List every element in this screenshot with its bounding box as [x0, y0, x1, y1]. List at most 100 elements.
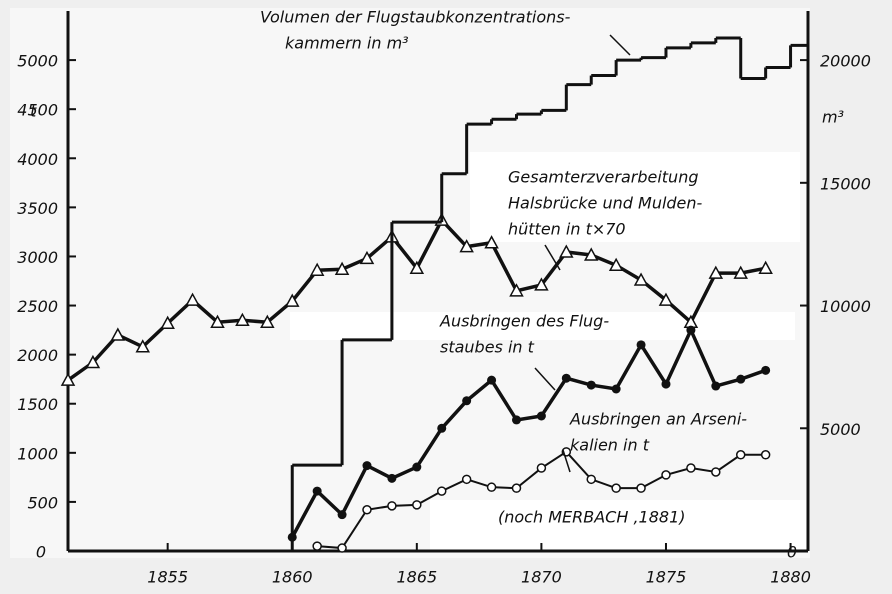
circle-marker — [711, 467, 721, 477]
triangle-marker — [334, 261, 350, 275]
triangle-marker — [284, 293, 300, 307]
y-tick-label: 500 — [27, 493, 58, 512]
dot-marker — [661, 379, 671, 389]
y-tick-label: 3500 — [17, 199, 58, 218]
dot-marker — [761, 365, 771, 375]
x-tick-label: 1875 — [646, 568, 687, 587]
dot-marker — [387, 473, 397, 483]
triangle-marker — [110, 327, 126, 341]
leader-line — [562, 449, 571, 473]
label-box — [470, 152, 800, 242]
y2-tick-label: 0 — [787, 543, 797, 562]
circle-marker — [436, 486, 447, 496]
circle-marker — [661, 470, 671, 480]
triangle-marker — [359, 250, 375, 265]
triangle-marker — [733, 265, 748, 279]
series-label: Ausbringen an Arseni- — [569, 410, 747, 429]
circle-marker — [511, 483, 522, 493]
dot-marker — [462, 396, 472, 406]
triangle-marker — [135, 339, 151, 353]
circle-marker — [486, 482, 497, 492]
x-tick-label: 1870 — [521, 568, 562, 587]
triangle-marker — [583, 247, 599, 261]
dot-marker — [487, 375, 497, 385]
label-box — [290, 312, 795, 340]
plot-paper — [10, 8, 810, 558]
leader-line — [609, 34, 631, 56]
circle-marker — [362, 505, 372, 515]
dot-marker — [686, 325, 696, 335]
dot-marker — [736, 374, 746, 384]
circle-marker — [387, 501, 397, 511]
dot-marker — [561, 373, 571, 383]
triangle-marker — [608, 257, 624, 272]
triangle-marker — [185, 292, 200, 306]
circle-marker — [636, 483, 646, 493]
triangle-marker — [160, 315, 175, 329]
dot-marker — [586, 380, 596, 390]
series-label: kalien in t — [570, 436, 650, 455]
dot-marker — [536, 411, 546, 421]
series-label: staubes in t — [440, 338, 535, 357]
leader-line — [544, 244, 561, 271]
y-tick-label: 1000 — [17, 444, 58, 463]
y-axis-label: t — [30, 102, 37, 121]
series-label: hütten in t×70 — [508, 220, 626, 239]
series-label: Gesamterzverarbeitung — [508, 168, 699, 187]
series-label: Halsbrücke und Mulden- — [508, 194, 703, 213]
triangle-marker — [235, 312, 250, 327]
x-tick-label: 1880 — [770, 568, 811, 587]
triangle-marker — [559, 244, 574, 258]
triangle-marker — [459, 239, 474, 253]
y-tick-label: 0 — [36, 543, 46, 562]
dot-marker — [636, 340, 646, 350]
dot-marker — [437, 423, 447, 433]
triangle-marker — [484, 235, 499, 249]
dot-marker — [711, 381, 721, 391]
x-tick-label: 1860 — [272, 568, 313, 587]
y2-tick-label: 5000 — [820, 420, 861, 439]
circle-marker — [611, 483, 621, 493]
y-tick-label: 5000 — [17, 52, 58, 71]
dot-marker — [312, 486, 322, 496]
x-tick-label: 1855 — [147, 568, 188, 587]
dot-marker — [611, 384, 621, 394]
y-tick-label: 3000 — [17, 248, 58, 267]
y2-tick-label: 20000 — [820, 52, 871, 71]
triangle-marker — [309, 262, 325, 276]
triangle-marker — [658, 292, 674, 306]
circle-marker — [312, 541, 322, 551]
y2-tick-label: 10000 — [820, 297, 871, 316]
circle-marker — [686, 463, 696, 473]
triangle-marker — [210, 314, 225, 328]
triangle-marker — [509, 283, 524, 297]
triangle-marker — [260, 314, 275, 328]
y2-axis-label: m³ — [822, 108, 844, 127]
circle-marker — [760, 450, 771, 460]
circle-marker — [586, 474, 596, 485]
series-line — [290, 325, 767, 539]
dot-marker — [412, 462, 422, 472]
circle-marker — [337, 543, 347, 553]
triangle-marker — [708, 265, 724, 279]
triangle-marker — [633, 272, 649, 286]
triangle-marker — [758, 260, 773, 274]
triangle-marker — [409, 260, 425, 274]
triangle-marker — [60, 372, 76, 386]
y-tick-label: 2000 — [17, 346, 58, 365]
label-box — [430, 500, 810, 550]
circle-marker — [536, 463, 547, 473]
y-tick-label: 2500 — [17, 297, 58, 316]
x-tick-label: 1865 — [396, 568, 437, 587]
dot-marker — [511, 415, 521, 425]
y-tick-label: 4500 — [17, 101, 58, 120]
series-label: kammern in m³ — [285, 34, 409, 53]
dot-marker — [362, 461, 372, 471]
circle-marker — [412, 500, 422, 510]
circle-marker — [461, 474, 472, 485]
source-note: (noch MERBACH ,1881) — [498, 508, 685, 527]
leader-line — [534, 367, 556, 391]
y2-tick-label: 15000 — [820, 174, 871, 193]
triangle-marker — [534, 277, 549, 291]
